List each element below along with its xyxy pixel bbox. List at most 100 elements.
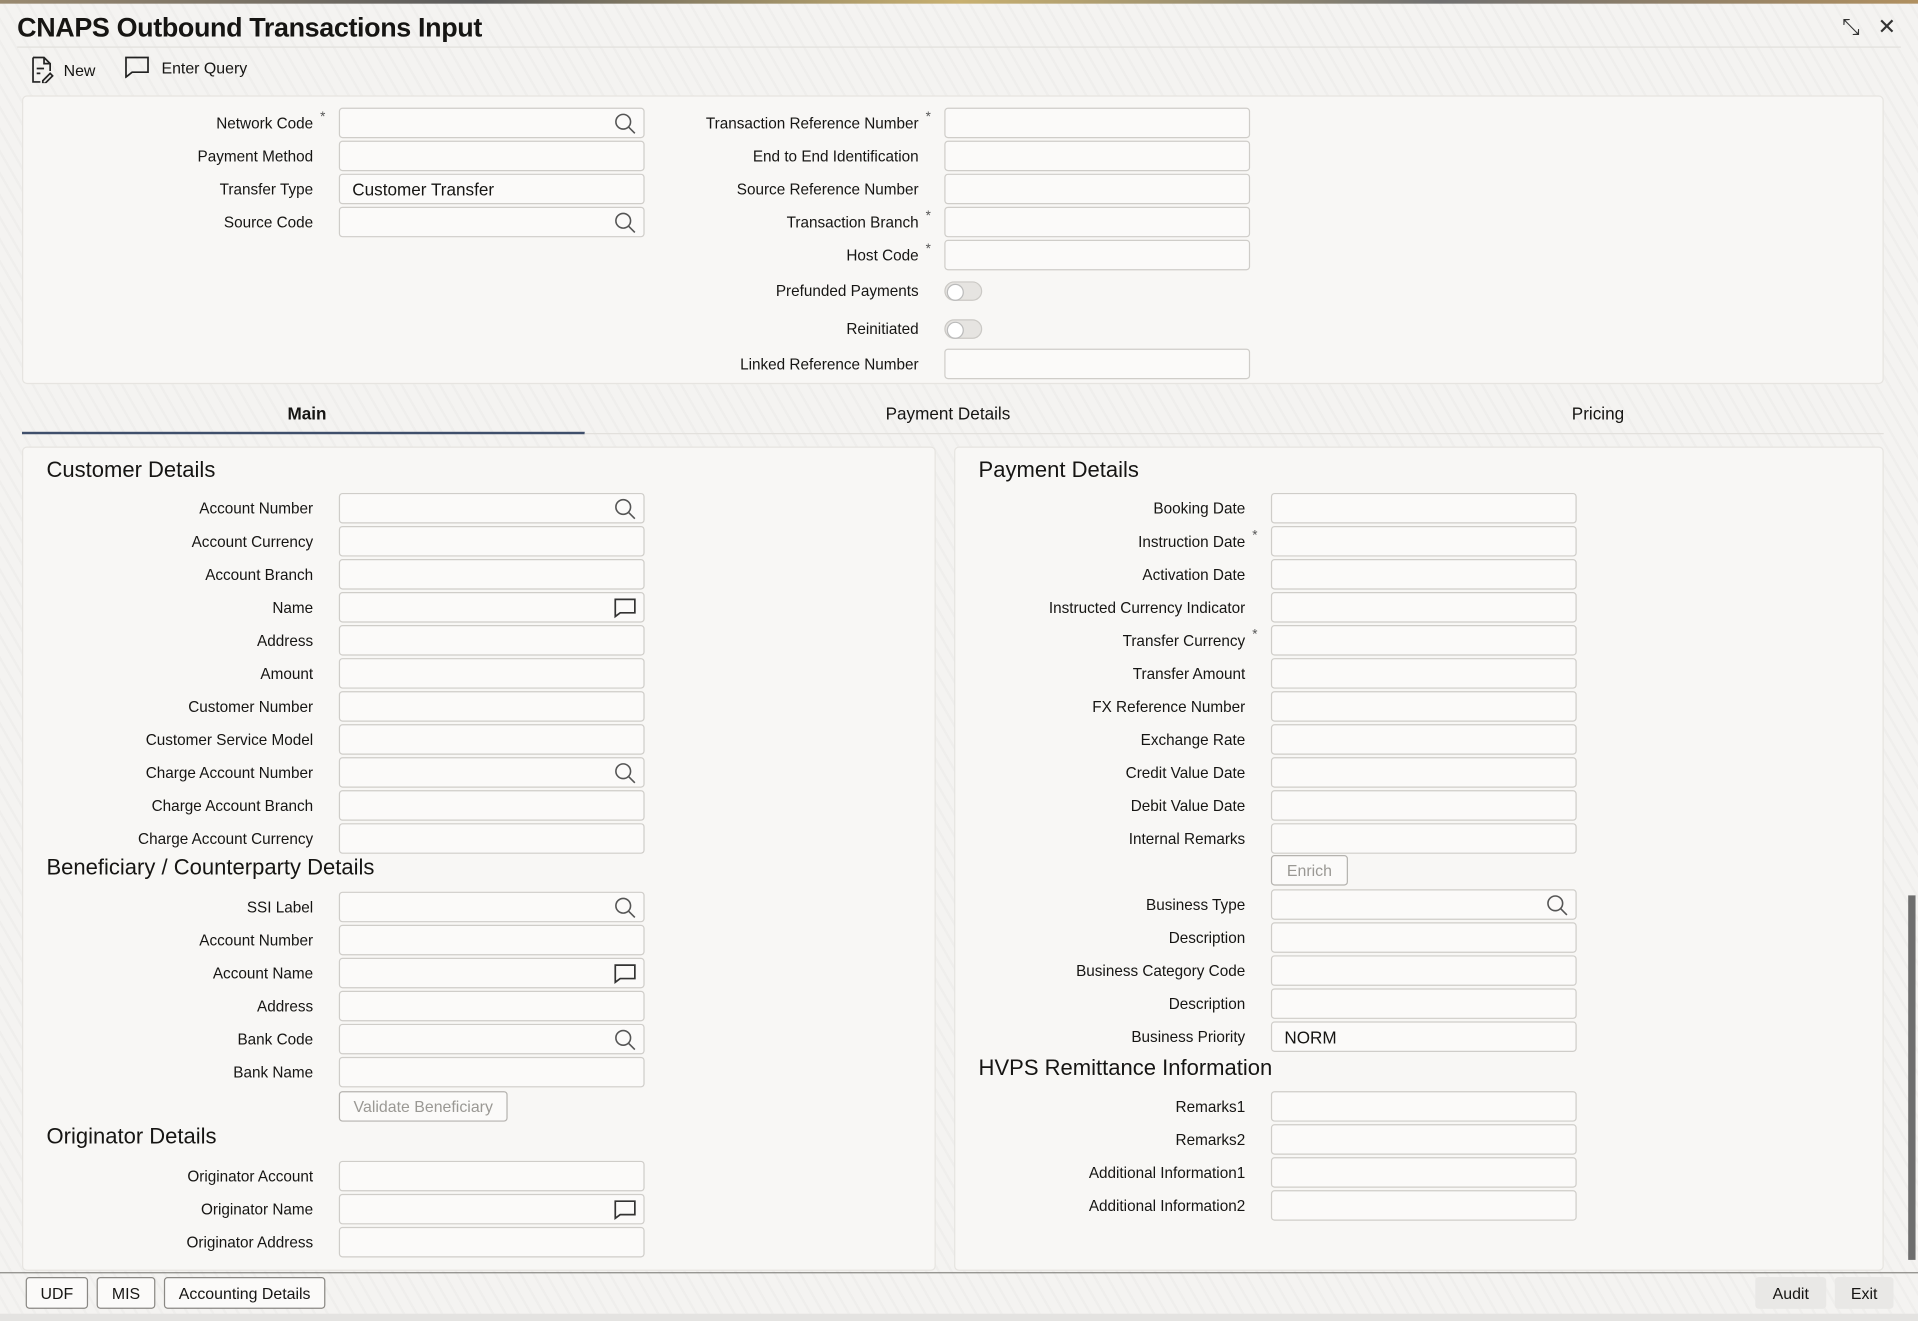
- description-input[interactable]: [1270, 922, 1577, 953]
- label-text: Transaction Branch: [786, 213, 919, 231]
- remarks1-input[interactable]: [1270, 1091, 1577, 1122]
- header-right-fields: Transaction Reference Number * End to End …: [22, 106, 1251, 380]
- close-icon[interactable]: ✕: [1877, 14, 1897, 40]
- amount-input[interactable]: [338, 658, 645, 689]
- field-label: Additional Information1: [954, 1164, 1245, 1181]
- account-number-input[interactable]: [338, 492, 645, 524]
- network-code-input[interactable]: [338, 107, 645, 139]
- ssi-label-input[interactable]: [338, 891, 645, 923]
- customer-service-model-input[interactable]: [338, 724, 645, 755]
- tab-pricing[interactable]: Pricing: [1571, 403, 1625, 424]
- host-code-input[interactable]: [944, 239, 1251, 271]
- account-number-input[interactable]: [338, 924, 645, 956]
- label-text: Additional Information1: [1088, 1163, 1246, 1181]
- address-input[interactable]: [338, 625, 645, 656]
- tab-payment-details[interactable]: Payment Details: [885, 403, 1011, 424]
- account-currency-input[interactable]: [338, 525, 645, 557]
- remarks2-input[interactable]: [1270, 1124, 1577, 1155]
- fx-reference-number-input[interactable]: [1270, 691, 1577, 722]
- tab-main[interactable]: Main: [287, 403, 327, 424]
- search-icon[interactable]: [1546, 894, 1568, 916]
- name-input[interactable]: [338, 592, 645, 623]
- charge-account-currency-input[interactable]: [338, 823, 645, 854]
- transfer-currency-input[interactable]: [1270, 625, 1577, 656]
- activation-date-input[interactable]: [1270, 559, 1577, 590]
- field-row-instructed-currency-indicator: Instructed Currency Indicator: [954, 591, 1577, 624]
- charge-account-number-input[interactable]: [338, 757, 645, 788]
- transfer-amount-input[interactable]: [1270, 658, 1577, 689]
- instructed-currency-indicator-input[interactable]: [1270, 592, 1577, 623]
- originator-name-input[interactable]: [338, 1193, 645, 1225]
- required-asterisk: *: [925, 109, 931, 125]
- charge-account-branch-input[interactable]: [338, 790, 645, 821]
- field-row-remarks1: Remarks1: [954, 1090, 1577, 1123]
- originator-address-input[interactable]: [338, 1226, 645, 1258]
- label-text: Account Name: [212, 964, 314, 982]
- enter-query-label: Enter Query: [161, 58, 248, 77]
- prefunded-payments-toggle[interactable]: [944, 280, 983, 301]
- field-label: Customer Number: [22, 698, 313, 715]
- scrollbar[interactable]: [1906, 95, 1918, 1269]
- customer-number-input[interactable]: [338, 691, 645, 722]
- business-priority-input[interactable]: NORM: [1270, 1021, 1577, 1052]
- business-type-input[interactable]: [1270, 889, 1577, 920]
- source-reference-number-input[interactable]: [944, 173, 1251, 205]
- minimize-icon[interactable]: ⤡: [1842, 14, 1860, 40]
- mis-button[interactable]: MIS: [96, 1277, 156, 1309]
- source-code-input[interactable]: [338, 206, 645, 238]
- comment-icon[interactable]: [614, 963, 636, 985]
- exchange-rate-input[interactable]: [1270, 724, 1577, 755]
- search-icon[interactable]: [614, 113, 636, 135]
- audit-button[interactable]: Audit: [1755, 1277, 1827, 1309]
- field-row-account-currency: Account Currency: [22, 525, 645, 558]
- search-icon[interactable]: [614, 1029, 636, 1051]
- instruction-date-input[interactable]: [1270, 525, 1577, 557]
- end-to-end-identification-input[interactable]: [944, 140, 1251, 172]
- field-row-internal-remarks: Internal Remarks: [954, 822, 1577, 855]
- new-button[interactable]: New: [29, 56, 95, 84]
- field-row-name: Name: [22, 591, 645, 624]
- validate-beneficiary-button[interactable]: Validate Beneficiary: [338, 1091, 508, 1122]
- field-row-transaction-reference-number: Transaction Reference Number *: [22, 106, 1251, 139]
- business-category-code-input[interactable]: [1270, 955, 1577, 986]
- enter-query-button[interactable]: Enter Query: [125, 56, 248, 79]
- search-icon[interactable]: [614, 762, 636, 784]
- field-label: Business Type: [954, 896, 1245, 913]
- search-icon[interactable]: [614, 897, 636, 919]
- credit-value-date-input[interactable]: [1270, 757, 1577, 788]
- field-row-ssi-label: SSI Label: [22, 890, 645, 923]
- search-icon[interactable]: [614, 212, 636, 234]
- field-row-charge-account-currency: Charge Account Currency: [22, 822, 645, 855]
- internal-remarks-input[interactable]: [1270, 823, 1577, 854]
- transaction-reference-number-input[interactable]: [944, 107, 1251, 139]
- udf-button[interactable]: UDF: [25, 1277, 89, 1309]
- comment-icon[interactable]: [614, 597, 636, 619]
- account-name-input[interactable]: [338, 957, 645, 989]
- reinitiated-toggle[interactable]: [944, 318, 983, 339]
- search-icon[interactable]: [614, 498, 636, 520]
- additional-information1-input[interactable]: [1270, 1157, 1577, 1188]
- description-input[interactable]: [1270, 988, 1577, 1019]
- transaction-branch-input[interactable]: [944, 206, 1251, 238]
- comment-icon[interactable]: [614, 1199, 636, 1221]
- label-text: Name: [272, 598, 314, 616]
- bank-name-input[interactable]: [338, 1056, 645, 1088]
- field-row-instruction-date: Instruction Date *: [954, 525, 1577, 558]
- transfer-type-input[interactable]: Customer Transfer: [338, 173, 645, 205]
- debit-value-date-input[interactable]: [1270, 790, 1577, 821]
- booking-date-input[interactable]: [1270, 492, 1577, 524]
- field-label: Debit Value Date: [954, 797, 1245, 814]
- scrollbar-thumb[interactable]: [1908, 895, 1916, 1260]
- label-text: Charge Account Currency: [138, 829, 314, 848]
- required-asterisk: *: [1252, 626, 1258, 642]
- address-input[interactable]: [338, 990, 645, 1022]
- originator-account-input[interactable]: [338, 1160, 645, 1192]
- payment-method-input[interactable]: [338, 140, 645, 172]
- account-branch-input[interactable]: [338, 559, 645, 590]
- enrich-button[interactable]: Enrich: [1270, 855, 1348, 886]
- additional-information2-input[interactable]: [1270, 1190, 1577, 1221]
- exit-button[interactable]: Exit: [1834, 1277, 1894, 1309]
- linked-reference-number-input[interactable]: [944, 348, 1251, 380]
- accounting-details-button[interactable]: Accounting Details: [163, 1277, 326, 1309]
- bank-code-input[interactable]: [338, 1023, 645, 1055]
